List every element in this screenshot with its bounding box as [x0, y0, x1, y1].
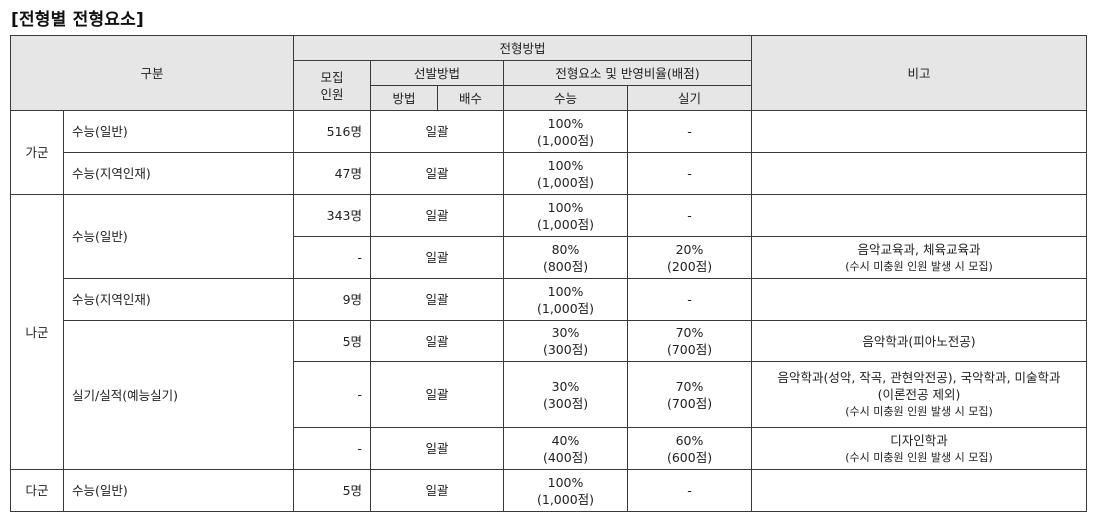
- header-selection: 선발방법: [370, 60, 505, 86]
- practical-cell: 20% (200점): [627, 236, 753, 279]
- method-cell: 일괄: [370, 236, 505, 279]
- count-cell: -: [293, 236, 372, 279]
- header-remarks: 비고: [751, 35, 1088, 111]
- suneung-cell: 100% (1,000점): [503, 110, 629, 153]
- table-row: - 일괄 80% (800점) 20% (200점) 음악교육과, 체육교육과 …: [11, 236, 1088, 279]
- type-cell: 수능(일반): [62, 469, 295, 512]
- group-ga: 가군: [10, 110, 64, 195]
- header-multiple: 배수: [437, 85, 505, 111]
- method-cell: 일괄: [370, 427, 505, 470]
- method-cell: 일괄: [370, 152, 505, 195]
- table-row: 수능(지역인재) 9명 일괄 100% (1,000점) -: [11, 278, 1088, 321]
- suneung-cell: 30% (300점): [503, 361, 629, 428]
- group-na: 나군: [10, 194, 64, 470]
- type-cell: 수능(지역인재): [62, 152, 295, 195]
- count-cell: 5명: [293, 320, 372, 362]
- group-da: 다군: [10, 469, 64, 512]
- practical-cell: 60% (600점): [627, 427, 753, 470]
- header-practical: 실기: [627, 85, 753, 111]
- count-cell: 47명: [293, 152, 372, 195]
- table-row: 수능(지역인재) 47명 일괄 100% (1,000점) -: [11, 152, 1088, 195]
- suneung-cell: 100% (1,000점): [503, 152, 629, 195]
- practical-cell: -: [627, 278, 753, 321]
- type-cell: 수능(일반): [62, 194, 295, 279]
- method-cell: 일괄: [370, 278, 505, 321]
- admission-elements-table: 구분 전형방법 비고 모집 인원 선발방법 전형요소 및 반영비율(배점) 방법…: [9, 35, 1088, 512]
- suneung-cell: 100% (1,000점): [503, 469, 629, 512]
- count-cell: -: [293, 361, 372, 428]
- count-cell: 5명: [293, 469, 372, 512]
- suneung-cell: 80% (800점): [503, 236, 629, 279]
- remarks-cell: [751, 469, 1088, 512]
- practical-cell: -: [627, 469, 753, 512]
- header-suneung: 수능: [503, 85, 629, 111]
- count-cell: 9명: [293, 278, 372, 321]
- remarks-cell: 디자인학과 (수시 미충원 인원 발생 시 모집): [751, 427, 1088, 470]
- type-cell: 수능(일반): [62, 110, 295, 153]
- table-row: 실기/실적(예능실기) 5명 일괄 30% (300점) 70% (700점) …: [11, 320, 1088, 470]
- remarks-cell: 음악학과(성악, 작곡, 관현악전공), 국악학과, 미술학과 (이론전공 제외…: [751, 361, 1088, 428]
- practical-cell: 70% (700점): [627, 361, 753, 428]
- header-recruit-count: 모집 인원: [293, 60, 372, 111]
- header-method: 방법: [370, 85, 439, 111]
- type-cell: 수능(지역인재): [62, 278, 295, 321]
- table-row: 가군 수능(일반) 516명 일괄 100% (1,000점) -: [10, 110, 1088, 195]
- remarks-cell: [751, 278, 1088, 321]
- count-cell: 516명: [293, 110, 372, 153]
- remarks-cell: [751, 110, 1088, 153]
- count-cell: 343명: [293, 194, 372, 237]
- table-row: 나군 수능(일반) 343명 일괄 100% (1,000점) -: [10, 194, 1088, 470]
- table-row: 다군 수능(일반) 5명 일괄 100% (1,000점) -: [10, 469, 1088, 512]
- header-category: 구분: [9, 35, 295, 111]
- header-elements: 전형요소 및 반영비율(배점): [503, 60, 753, 86]
- method-cell: 일괄: [370, 361, 505, 428]
- table-row: - 일괄 30% (300점) 70% (700점) 음악학과(성악, 작곡, …: [11, 361, 1088, 428]
- method-cell: 일괄: [370, 110, 505, 153]
- practical-cell: -: [627, 194, 753, 237]
- practical-cell: -: [627, 152, 753, 195]
- remarks-cell: 음악학과(피아노전공): [751, 320, 1088, 362]
- method-cell: 일괄: [370, 320, 505, 362]
- suneung-cell: 100% (1,000점): [503, 278, 629, 321]
- practical-cell: -: [627, 110, 753, 153]
- type-cell: 실기/실적(예능실기): [62, 320, 295, 470]
- header-method-group: 전형방법: [293, 35, 753, 61]
- suneung-cell: 40% (400점): [503, 427, 629, 470]
- method-cell: 일괄: [370, 469, 505, 512]
- method-cell: 일괄: [370, 194, 505, 237]
- suneung-cell: 100% (1,000점): [503, 194, 629, 237]
- suneung-cell: 30% (300점): [503, 320, 629, 362]
- practical-cell: 70% (700점): [627, 320, 753, 362]
- count-cell: -: [293, 427, 372, 470]
- remarks-cell: 음악교육과, 체육교육과 (수시 미충원 인원 발생 시 모집): [751, 236, 1088, 279]
- page-title: [전형별 전형요소]: [11, 10, 144, 30]
- remarks-cell: [751, 152, 1088, 195]
- remarks-cell: [751, 194, 1088, 237]
